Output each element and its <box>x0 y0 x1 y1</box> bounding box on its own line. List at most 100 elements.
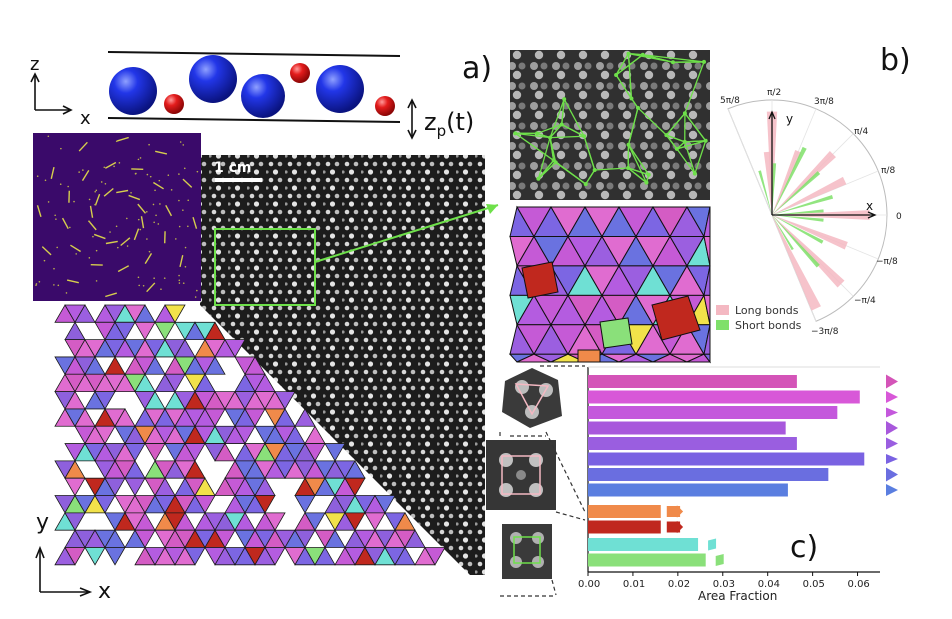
bar-marker-triangle <box>886 407 898 418</box>
diffraction-speckle <box>69 226 71 229</box>
particle-node <box>664 133 669 138</box>
tiling-triangle <box>314 546 336 566</box>
bond-line <box>550 135 585 139</box>
diffraction-speckle <box>155 214 157 217</box>
tiling-triangle <box>144 443 166 462</box>
diffraction-speckle <box>92 235 94 238</box>
long-bond-bar <box>772 215 845 288</box>
bar-triangle <box>588 483 788 497</box>
diffraction-speckle <box>194 296 197 298</box>
bar-marker-rhombus <box>671 521 684 533</box>
tiling-triangle <box>324 529 346 548</box>
diffraction-speckle <box>153 221 155 224</box>
particle-node <box>674 146 679 151</box>
tiling-triangle <box>104 356 126 375</box>
bond-line <box>553 159 587 185</box>
diffraction-spot <box>50 166 55 179</box>
tiling-triangle <box>204 408 226 428</box>
short-bond-bar <box>772 194 834 215</box>
bond-line <box>549 124 563 139</box>
bond-line <box>684 112 707 142</box>
legend-swatch-long <box>716 305 729 315</box>
short-bond-bar <box>772 171 821 215</box>
diffraction-speckle <box>139 228 142 231</box>
bar-marker-triangle <box>886 391 898 403</box>
bar-marker-triangle <box>886 454 898 464</box>
legend-swatch-short <box>716 320 729 330</box>
x-tick-label: 0.00 <box>578 579 600 590</box>
tiling-triangle <box>64 321 86 341</box>
diffraction-speckle <box>146 173 149 176</box>
tiling-triangle <box>104 547 126 566</box>
polar-tick-top: π/2 <box>767 88 781 98</box>
diffraction-speckle <box>109 231 111 233</box>
particle-node <box>535 131 540 136</box>
diffraction-spot <box>89 205 94 218</box>
diffraction-speckle <box>178 282 181 284</box>
bond-line <box>515 132 551 139</box>
polar-tick-top-right: 3π/8 <box>814 97 834 107</box>
particle-node <box>583 182 588 187</box>
particle-node <box>682 139 687 144</box>
polar-tick-zero: 0 <box>896 212 902 222</box>
particle-node <box>682 111 687 116</box>
diffraction-speckle <box>57 284 60 287</box>
particle-node <box>702 59 707 64</box>
diffraction-spot <box>137 203 147 214</box>
bar-triangle <box>588 390 860 404</box>
diffraction-speckle <box>82 169 84 171</box>
tiling-axis-x: x <box>98 579 111 604</box>
diffraction-spot <box>140 216 145 229</box>
diffraction-spot <box>61 217 69 230</box>
small-spheres <box>164 63 395 116</box>
tiling-triangle <box>64 477 86 497</box>
diffraction-speckle <box>135 172 137 175</box>
diffraction-spot <box>117 136 129 142</box>
bond-line <box>684 140 706 143</box>
diffraction-speckle <box>38 281 41 283</box>
bond-line <box>583 136 596 171</box>
diffraction-speckle <box>73 200 75 203</box>
diffraction-spot <box>93 233 106 240</box>
tiling-triangle <box>254 495 276 514</box>
tile-photo-triangle <box>502 368 562 428</box>
diffraction-speckle <box>67 185 69 188</box>
panel-c: 0.00 0.01 0.02 0.03 0.04 0.05 0.06 Area Fracti… <box>486 365 898 603</box>
particle-node <box>692 171 697 176</box>
short-bond-bar <box>772 146 807 215</box>
tiling-triangle <box>404 529 426 548</box>
diffraction-speckle <box>178 199 180 202</box>
diffraction-spot <box>146 282 156 293</box>
short-bond-bar <box>772 215 824 222</box>
diffraction-speckle <box>75 253 78 255</box>
diffraction-speckle <box>183 167 186 170</box>
diffraction-spot <box>179 255 184 268</box>
tiling-axis-y: y <box>36 510 49 535</box>
bond-line <box>665 134 678 150</box>
tiling-triangle <box>134 321 156 341</box>
particle-node <box>629 96 634 101</box>
diffraction-speckle <box>94 190 97 193</box>
diffraction-speckle <box>113 165 115 168</box>
diffraction-speckle <box>148 143 150 146</box>
particle-node <box>582 134 587 139</box>
axis-z-label: z <box>30 54 39 75</box>
short-bond-bar <box>772 215 824 244</box>
x-tick-label: 0.02 <box>668 579 690 590</box>
tiling-triangle <box>394 546 416 566</box>
long-bond-bar <box>772 215 848 250</box>
diffraction-speckle <box>54 214 56 217</box>
bond-line <box>627 53 633 99</box>
diffraction-speckle <box>167 174 170 177</box>
x-tick-label: 0.03 <box>713 579 735 590</box>
bond-line <box>627 167 647 184</box>
diffraction-speckle <box>89 221 91 223</box>
bond-line <box>615 54 644 76</box>
particle-node <box>614 72 619 77</box>
diffraction-spot <box>120 237 131 247</box>
zoom-tile-orange <box>577 349 601 363</box>
bar-triangle <box>588 375 797 388</box>
diffraction-speckle <box>59 183 62 186</box>
diffraction-spot <box>94 193 101 206</box>
tiling-axes: y x <box>35 510 111 604</box>
